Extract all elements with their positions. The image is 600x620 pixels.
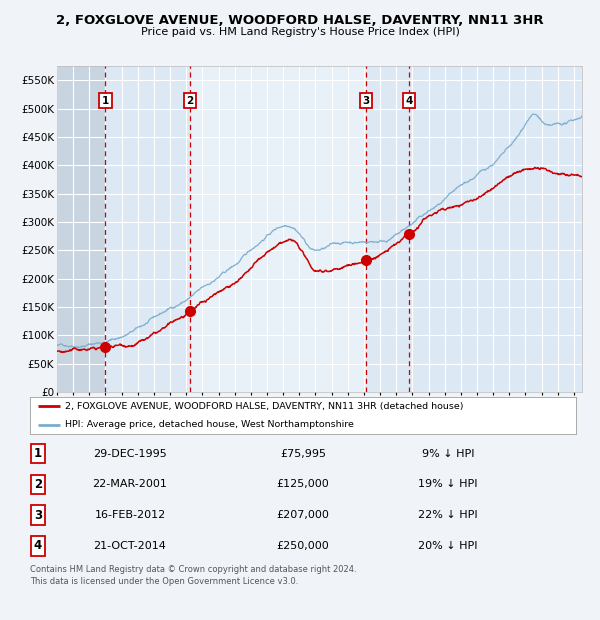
Text: Price paid vs. HM Land Registry's House Price Index (HPI): Price paid vs. HM Land Registry's House … [140, 27, 460, 37]
Text: HPI: Average price, detached house, West Northamptonshire: HPI: Average price, detached house, West… [65, 420, 355, 429]
Text: £207,000: £207,000 [277, 510, 329, 520]
Text: 4: 4 [406, 95, 413, 105]
Text: 29-DEC-1995: 29-DEC-1995 [93, 449, 167, 459]
Text: 1: 1 [101, 95, 109, 105]
Text: 16-FEB-2012: 16-FEB-2012 [94, 510, 166, 520]
Bar [57, 66, 105, 392]
Text: 22-MAR-2001: 22-MAR-2001 [92, 479, 167, 489]
Text: 9% ↓ HPI: 9% ↓ HPI [422, 449, 475, 459]
Bar [57, 66, 105, 392]
Text: 2: 2 [34, 478, 42, 491]
Text: 4: 4 [34, 539, 42, 552]
Text: 22% ↓ HPI: 22% ↓ HPI [418, 510, 478, 520]
Text: This data is licensed under the Open Government Licence v3.0.: This data is licensed under the Open Gov… [30, 577, 298, 586]
Text: £125,000: £125,000 [277, 479, 329, 489]
Text: 20% ↓ HPI: 20% ↓ HPI [418, 541, 478, 551]
Bar [105, 66, 190, 392]
Text: Contains HM Land Registry data © Crown copyright and database right 2024.: Contains HM Land Registry data © Crown c… [30, 565, 356, 575]
Text: 3: 3 [34, 508, 42, 521]
Text: 2, FOXGLOVE AVENUE, WOODFORD HALSE, DAVENTRY, NN11 3HR (detached house): 2, FOXGLOVE AVENUE, WOODFORD HALSE, DAVE… [65, 402, 464, 410]
Text: £250,000: £250,000 [277, 541, 329, 551]
Text: 2, FOXGLOVE AVENUE, WOODFORD HALSE, DAVENTRY, NN11 3HR: 2, FOXGLOVE AVENUE, WOODFORD HALSE, DAVE… [56, 14, 544, 27]
Text: £75,995: £75,995 [280, 449, 326, 459]
Bar [366, 66, 409, 392]
Text: 19% ↓ HPI: 19% ↓ HPI [418, 479, 478, 489]
Text: 21-OCT-2014: 21-OCT-2014 [94, 541, 166, 551]
Text: 3: 3 [362, 95, 370, 105]
Text: 1: 1 [34, 447, 42, 460]
Text: 2: 2 [186, 95, 193, 105]
Bar [409, 66, 582, 392]
